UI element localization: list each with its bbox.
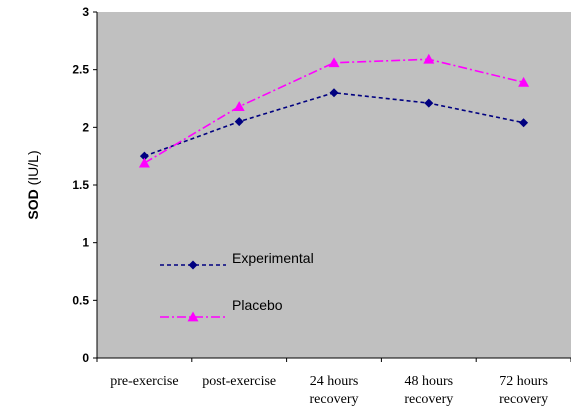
series-placebo	[138, 53, 530, 168]
data-point-diamond	[139, 151, 149, 161]
y-tick-label: 0.5	[72, 293, 89, 307]
legend-item-experimental: Experimental	[160, 250, 314, 270]
plot-area	[97, 12, 571, 358]
legend: Experimental Placebo	[160, 250, 314, 322]
x-tick-label-line: 24 hours	[310, 374, 359, 389]
data-point-triangle	[518, 76, 530, 87]
series-line	[143, 58, 524, 164]
y-tick-label: 2.5	[72, 63, 89, 77]
legend-label: Placebo	[232, 297, 283, 313]
x-tick-label-line: recovery	[404, 392, 453, 407]
x-tick-label: pre-exercise	[110, 374, 178, 389]
series-layer	[138, 53, 530, 168]
series-experimental	[139, 88, 529, 161]
x-axis: pre-exercise post-exercise 24 hours recover…	[96, 357, 571, 407]
x-tick-label: post-exercise	[202, 374, 276, 389]
data-point-triangle	[233, 101, 245, 111]
y-tick-label: 2	[82, 120, 89, 134]
y-axis-label-bold: SOD	[25, 189, 41, 219]
data-point-triangle	[423, 53, 435, 64]
legend-label: Experimental	[232, 250, 314, 266]
data-point-diamond	[424, 98, 434, 108]
legend-item-placebo: Placebo	[160, 297, 283, 322]
data-point-triangle	[187, 311, 199, 322]
data-point-triangle	[138, 157, 150, 168]
x-tick-label-line: 48 hours	[404, 374, 453, 389]
x-tick-label-line: recovery	[310, 392, 359, 407]
x-tick-label-line: pre-exercise	[110, 374, 178, 389]
x-tick-label: 24 hours recovery	[310, 374, 359, 407]
y-axis-label: SOD (IU/L)	[25, 150, 41, 219]
y-tick-label: 3	[82, 5, 89, 19]
y-tick-label: 1.5	[72, 178, 89, 192]
y-tick-label: 1	[82, 236, 89, 250]
x-tick-label-line: recovery	[499, 392, 548, 407]
data-point-triangle	[328, 57, 340, 68]
data-point-diamond	[519, 118, 529, 128]
x-tick-label: 72 hours recovery	[499, 374, 548, 407]
y-axis-label-unit: (IU/L)	[25, 150, 41, 189]
x-tick-label-line: 72 hours	[499, 374, 548, 389]
data-point-diamond	[329, 88, 339, 98]
y-tick-label: 0	[82, 351, 89, 365]
y-axis: 0 0.5 1 1.5 2 2.5 3	[72, 5, 98, 365]
x-tick-label: 48 hours recovery	[404, 374, 453, 407]
data-point-diamond	[234, 117, 244, 127]
x-tick-label-line: post-exercise	[202, 374, 276, 389]
data-point-diamond	[188, 260, 198, 270]
